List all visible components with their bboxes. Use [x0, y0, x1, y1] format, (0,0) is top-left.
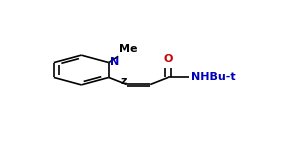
Text: N: N [110, 57, 119, 67]
Text: O: O [164, 54, 173, 64]
Text: NHBu-t: NHBu-t [191, 73, 235, 83]
Text: z: z [121, 76, 127, 86]
Text: Me: Me [119, 43, 138, 53]
